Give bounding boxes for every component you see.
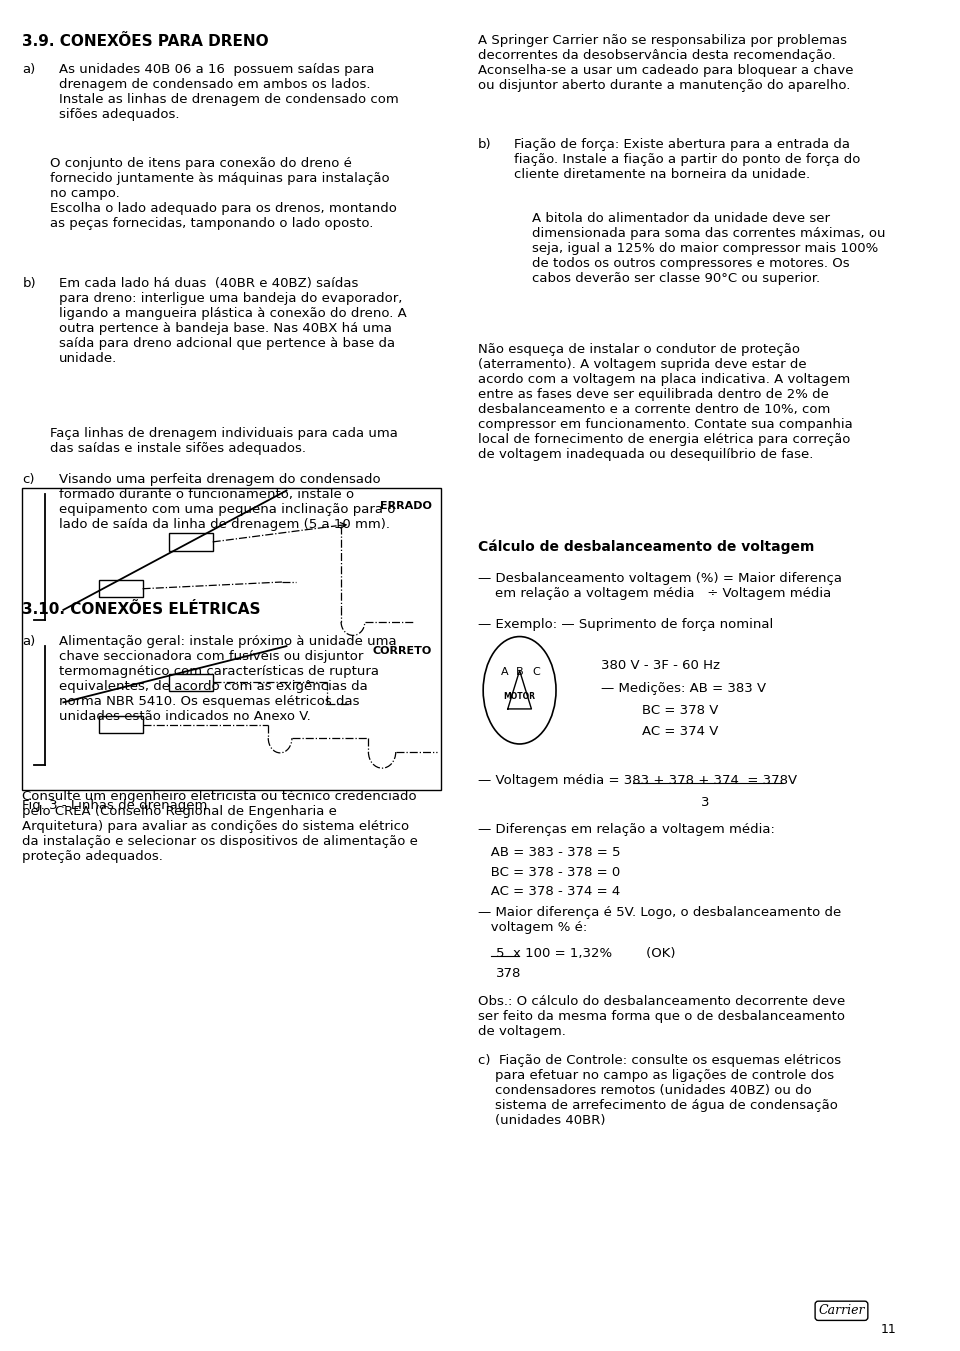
Text: As unidades 40B 06 a 16  possuem saídas para
drenagem de condensado em ambos os : As unidades 40B 06 a 16 possuem saídas p… <box>59 63 398 122</box>
Text: — Medições: AB = 383 V: — Medições: AB = 383 V <box>601 682 766 696</box>
Text: Obs.: O cálculo do desbalanceamento decorrente deve
ser feito da mesma forma que: Obs.: O cálculo do desbalanceamento deco… <box>478 996 845 1038</box>
Text: c): c) <box>22 473 35 486</box>
Text: AC = 374 V: AC = 374 V <box>641 725 718 738</box>
Text: O conjunto de itens para conexão do dreno é
fornecido juntamente às máquinas par: O conjunto de itens para conexão do dren… <box>50 157 396 230</box>
Text: AC = 378 - 374 = 4: AC = 378 - 374 = 4 <box>478 885 620 898</box>
Text: ERRADO: ERRADO <box>380 501 432 511</box>
Text: — Maior diferença é 5V. Logo, o desbalanceamento de
   voltagem % é:: — Maior diferença é 5V. Logo, o desbalan… <box>478 907 841 935</box>
Text: B: B <box>516 667 523 677</box>
Text: MOTOR: MOTOR <box>504 693 536 701</box>
Text: 380 V - 3F - 60 Hz: 380 V - 3F - 60 Hz <box>601 659 720 673</box>
Text: C: C <box>532 667 540 677</box>
Text: — Desbalanceamento voltagem (%) = Maior diferença
    em relação a voltagem médi: — Desbalanceamento voltagem (%) = Maior … <box>478 571 842 600</box>
Text: — Voltagem média = 383 + 378 + 374  = 378V: — Voltagem média = 383 + 378 + 374 = 378… <box>478 774 797 786</box>
Text: — Diferenças em relação a voltagem média:: — Diferenças em relação a voltagem média… <box>478 823 775 836</box>
Text: b): b) <box>478 138 492 151</box>
Text: 378: 378 <box>496 967 521 979</box>
Text: 3: 3 <box>701 796 709 809</box>
Text: Alimentação geral: instale próximo à unidade uma
chave seccionadora com fusíveis: Alimentação geral: instale próximo à uni… <box>59 635 396 723</box>
Text: BC = 378 V: BC = 378 V <box>641 704 718 716</box>
Text: AB = 383 - 378 = 5: AB = 383 - 378 = 5 <box>478 846 620 859</box>
Text: Visando uma perfeita drenagem do condensado
formado durante o funcionamento, ins: Visando uma perfeita drenagem do condens… <box>59 473 396 531</box>
Text: CORRETO: CORRETO <box>372 646 432 657</box>
Text: 3.10. CONEXÕES ELÉTRICAS: 3.10. CONEXÕES ELÉTRICAS <box>22 601 261 616</box>
Text: 5  x 100 = 1,32%        (OK): 5 x 100 = 1,32% (OK) <box>496 947 676 959</box>
Bar <box>99 580 143 597</box>
Bar <box>99 716 143 734</box>
Bar <box>169 534 213 551</box>
Text: Fiação de força: Existe abertura para a entrada da
fiação. Instale a fiação a pa: Fiação de força: Existe abertura para a … <box>515 138 860 181</box>
Text: Fig. 3 - Linhas de drenagem: Fig. 3 - Linhas de drenagem <box>22 798 207 812</box>
Text: 11: 11 <box>881 1323 897 1336</box>
Text: a): a) <box>22 635 36 648</box>
Text: A Springer Carrier não se responsabiliza por problemas
decorrentes da desobservâ: A Springer Carrier não se responsabiliza… <box>478 34 853 92</box>
Text: — Exemplo: — Suprimento de força nominal: — Exemplo: — Suprimento de força nominal <box>478 617 773 631</box>
Text: Não esqueça de instalar o condutor de proteção
(aterramento). A voltagem suprida: Não esqueça de instalar o condutor de pr… <box>478 343 852 461</box>
Text: b): b) <box>22 277 36 289</box>
Text: 3.9. CONEXÕES PARA DRENO: 3.9. CONEXÕES PARA DRENO <box>22 34 269 49</box>
Text: a): a) <box>22 63 36 76</box>
Text: c)  Fiação de Controle: consulte os esquemas elétricos
    para efetuar no campo: c) Fiação de Controle: consulte os esque… <box>478 1054 841 1127</box>
FancyBboxPatch shape <box>22 488 442 789</box>
Bar <box>169 674 213 692</box>
Text: Em cada lado há duas  (40BR e 40BZ) saídas
para dreno: interligue uma bandeja do: Em cada lado há duas (40BR e 40BZ) saída… <box>59 277 406 365</box>
Text: Faça linhas de drenagem individuais para cada uma
das saídas e instale sifões ad: Faça linhas de drenagem individuais para… <box>50 427 397 455</box>
Text: A: A <box>501 667 509 677</box>
Text: A bitola do alimentador da unidade deve ser
dimensionada para soma das correntes: A bitola do alimentador da unidade deve … <box>533 212 886 285</box>
Text: Cálculo de desbalanceamento de voltagem: Cálculo de desbalanceamento de voltagem <box>478 540 814 554</box>
Text: BC = 378 - 378 = 0: BC = 378 - 378 = 0 <box>478 866 620 880</box>
Text: Consulte um engenheiro eletricista ou técnico credenciado
pelo CREA (Conselho Re: Consulte um engenheiro eletricista ou té… <box>22 789 419 863</box>
Text: Carrier: Carrier <box>818 1304 865 1317</box>
